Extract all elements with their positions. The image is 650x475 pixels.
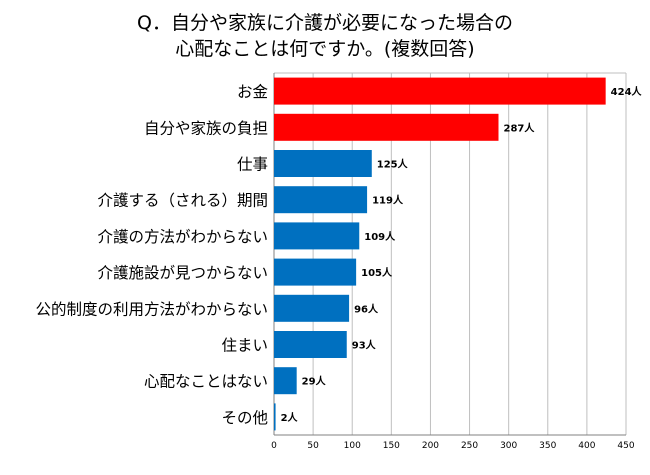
bar: [274, 77, 606, 105]
data-label: 2人: [281, 411, 299, 424]
data-label: 93人: [352, 339, 377, 352]
data-label: 29人: [302, 375, 327, 388]
bar: [274, 403, 276, 431]
chart-title-line-2: 心配なことは何ですか。(複数回答): [175, 38, 475, 60]
category-label: 介護の方法がわからない: [97, 228, 268, 246]
data-label: 119人: [372, 194, 404, 207]
category-label: 自分や家族の負担: [144, 119, 268, 137]
category-label: 仕事: [237, 156, 268, 174]
x-tick-label: 450: [617, 441, 634, 451]
x-tick-label: 200: [422, 441, 439, 451]
category-label: その他: [221, 409, 268, 427]
bar: [274, 150, 372, 177]
category-label: 住まい: [221, 337, 268, 355]
data-label: 96人: [354, 302, 379, 315]
x-tick-label: 300: [500, 441, 517, 451]
bar: [274, 294, 350, 322]
category-label: お金: [237, 83, 269, 101]
bar: [274, 113, 499, 141]
bar: [274, 258, 357, 286]
data-label: 105人: [361, 266, 393, 279]
category-label: 公的制度の利用方法がわからない: [35, 300, 268, 318]
bar: [274, 186, 368, 214]
data-label: 287人: [503, 121, 535, 134]
x-tick-label: 150: [383, 441, 400, 451]
x-tick-label: 350: [539, 441, 556, 451]
category-label: 介護施設が見つからない: [97, 264, 268, 282]
x-tick-label: 50: [307, 441, 319, 451]
data-label: 109人: [364, 230, 396, 243]
x-tick-label: 100: [344, 441, 361, 451]
bar: [274, 367, 297, 395]
bar: [274, 331, 347, 358]
chart-title-line-1: Q．自分や家族に介護が必要になった場合の: [137, 12, 513, 34]
x-tick-label: 250: [461, 441, 478, 451]
category-label: 心配なことはない: [144, 373, 268, 391]
x-tick-label: 0: [271, 441, 277, 451]
bar: [274, 222, 360, 250]
x-tick-label: 400: [578, 441, 595, 451]
data-label: 424人: [611, 85, 643, 98]
category-label: 介護する（される）期間: [97, 192, 268, 210]
data-label: 125人: [377, 158, 409, 171]
